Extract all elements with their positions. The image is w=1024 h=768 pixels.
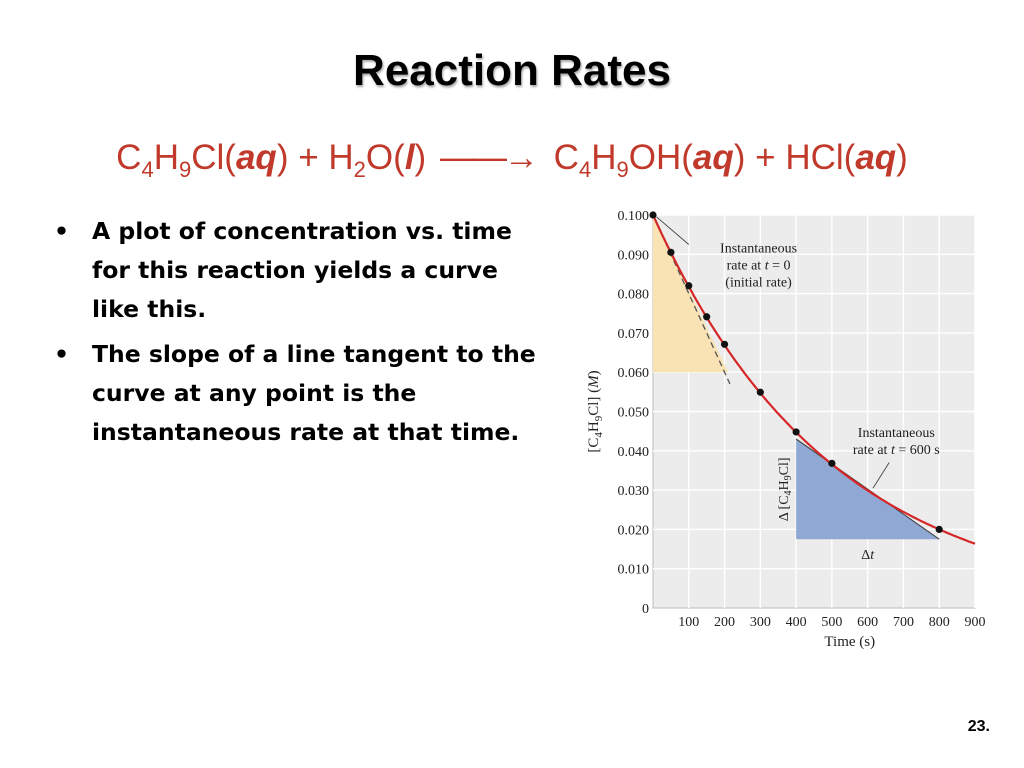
y-tick-label: 0.100 xyxy=(618,209,650,224)
reactant-water: H2O(l) xyxy=(328,138,427,182)
y-tick-label: 0.060 xyxy=(618,366,650,381)
data-point xyxy=(756,388,764,396)
delta-t-label: Δt xyxy=(861,548,875,563)
bullet-marker: • xyxy=(54,340,70,368)
concentration-time-chart: 0 0.010 0.020 0.030 0.040 0.050 0.060 0.070 0.08… xyxy=(586,209,986,650)
initial-rate-leader xyxy=(656,216,690,245)
x-tick-label: 200 xyxy=(714,615,735,630)
x-tick-label: 400 xyxy=(786,615,807,630)
bullet-text: The slope of a line tangent to the curve… xyxy=(92,340,536,446)
data-point xyxy=(703,313,711,321)
data-point xyxy=(828,459,836,467)
bullet-text: A plot of concentration vs. time for thi… xyxy=(92,217,512,323)
data-point xyxy=(667,248,675,256)
plus-sign: + xyxy=(755,138,776,177)
rate-600-leader xyxy=(872,462,890,489)
x-axis-label: Time (s) xyxy=(824,634,875,650)
y-tick-label: 0.020 xyxy=(618,523,650,538)
data-point xyxy=(685,282,693,290)
reactant-butyl-chloride: C4H9Cl(aq) xyxy=(116,138,289,182)
y-tick-label: 0.050 xyxy=(618,406,650,421)
bullet-list: • A plot of concentration vs. time for t… xyxy=(50,212,550,458)
x-tick-label: 500 xyxy=(821,615,842,630)
data-point xyxy=(792,428,800,436)
x-tick-label: 300 xyxy=(750,615,771,630)
x-tick-label: 800 xyxy=(929,615,950,630)
x-tick-label: 600 xyxy=(857,615,878,630)
page-number: 23. xyxy=(967,718,990,735)
slide-title: Reaction Rates xyxy=(353,46,671,95)
x-tick-label: 700 xyxy=(893,615,914,630)
y-tick-label: 0.030 xyxy=(618,484,650,499)
data-point xyxy=(935,525,943,533)
product-butanol: C4H9OH(aq) xyxy=(553,138,746,182)
bullet-item: • A plot of concentration vs. time for t… xyxy=(50,212,550,329)
product-hcl: HCl(aq) xyxy=(785,138,908,177)
chemical-equation: C4H9Cl(aq) + H2O(l) ——→ C4H9OH(aq) + HCl… xyxy=(0,138,1024,182)
rate-600-annotation: Instantaneous rate at t = 600 s xyxy=(853,426,940,458)
y-tick-label: 0.080 xyxy=(618,288,650,303)
delta-concentration-label: Δ [C4H9Cl] xyxy=(777,457,794,521)
y-tick-label: 0.040 xyxy=(618,445,650,460)
y-tick-label: 0 xyxy=(642,602,649,617)
bullet-item: • The slope of a line tangent to the cur… xyxy=(50,335,550,452)
y-tick-label: 0.090 xyxy=(618,248,650,263)
y-tick-label: 0.070 xyxy=(618,327,650,342)
tangent-600-line xyxy=(795,438,940,540)
initial-rate-annotation: Instantaneous rate at t = 0 (initial rate) xyxy=(720,241,797,290)
y-tick-label: 0.010 xyxy=(618,563,650,578)
y-axis-label: [C4H9Cl] (M) xyxy=(586,370,605,452)
plus-sign: + xyxy=(298,138,319,177)
reaction-arrow-icon: ——→ xyxy=(439,138,539,177)
data-point xyxy=(649,211,657,219)
x-tick-label: 100 xyxy=(678,615,699,630)
bullet-marker: • xyxy=(54,217,70,245)
x-tick-label: 900 xyxy=(965,615,986,630)
data-point xyxy=(720,340,729,348)
